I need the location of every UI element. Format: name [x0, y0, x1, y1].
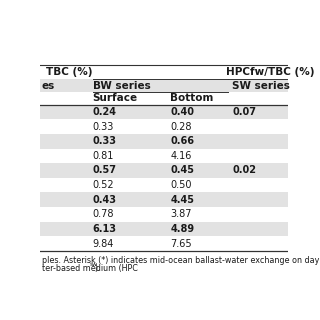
Text: 0.40: 0.40: [170, 107, 194, 117]
Text: BW series: BW series: [93, 81, 150, 91]
Text: SW series: SW series: [232, 81, 290, 91]
Bar: [40, 148, 288, 163]
Text: 6.13: 6.13: [93, 224, 117, 234]
Text: es: es: [42, 81, 55, 91]
Text: 0.43: 0.43: [93, 195, 117, 205]
Text: 0.78: 0.78: [93, 209, 114, 219]
Text: 4.45: 4.45: [170, 195, 194, 205]
Bar: [40, 92, 288, 105]
Text: 4.16: 4.16: [170, 151, 192, 161]
Text: 0.66: 0.66: [170, 136, 194, 146]
Bar: [40, 236, 288, 251]
Bar: [40, 119, 288, 134]
Text: 0.33: 0.33: [93, 136, 117, 146]
Text: 0.81: 0.81: [93, 151, 114, 161]
Text: 0.28: 0.28: [170, 122, 192, 132]
Text: TBC (%): TBC (%): [46, 67, 93, 77]
Text: Bottom: Bottom: [170, 93, 213, 103]
Text: 0.52: 0.52: [93, 180, 114, 190]
Text: sw: sw: [90, 262, 98, 267]
Bar: [40, 79, 288, 92]
Bar: [40, 105, 288, 119]
Text: 0.07: 0.07: [232, 107, 256, 117]
Text: ples. Asterisk (*) indicates mid-ocean ballast-water exchange on day 5. H: ples. Asterisk (*) indicates mid-ocean b…: [42, 256, 320, 265]
Bar: [40, 207, 288, 222]
Bar: [40, 222, 288, 236]
Text: 0.02: 0.02: [232, 165, 256, 175]
Text: ).: ).: [94, 264, 100, 273]
Text: 4.89: 4.89: [170, 224, 194, 234]
Bar: [40, 178, 288, 192]
Text: 0.33: 0.33: [93, 122, 114, 132]
Text: 0.24: 0.24: [93, 107, 117, 117]
Text: Surface: Surface: [93, 93, 138, 103]
Bar: [40, 192, 288, 207]
Bar: [40, 163, 288, 178]
Text: 9.84: 9.84: [93, 239, 114, 249]
Text: 7.65: 7.65: [170, 239, 192, 249]
Bar: [40, 65, 288, 79]
Text: HPCfw/TBC (%): HPCfw/TBC (%): [226, 67, 315, 77]
Text: 3.87: 3.87: [170, 209, 192, 219]
Text: 0.45: 0.45: [170, 165, 194, 175]
Text: ter-based medium (HPC: ter-based medium (HPC: [42, 264, 137, 273]
Bar: [40, 134, 288, 148]
Text: 0.57: 0.57: [93, 165, 117, 175]
Text: 0.50: 0.50: [170, 180, 192, 190]
